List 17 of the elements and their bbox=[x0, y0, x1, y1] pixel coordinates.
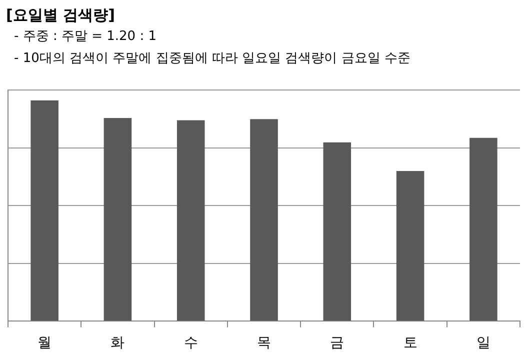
bar bbox=[323, 142, 352, 321]
x-tick-label: 토 bbox=[403, 335, 418, 352]
bar bbox=[470, 138, 498, 321]
bar bbox=[176, 120, 205, 321]
bar bbox=[250, 119, 278, 321]
x-tick-label: 월 bbox=[38, 335, 52, 352]
x-tick-label: 목 bbox=[257, 335, 271, 352]
chart-title: [요일별 검색량] bbox=[6, 5, 116, 26]
text: - 10대의 검색이 주말에 집중됨에 따라 일요일 검색량이 금요일 수준 bbox=[13, 50, 410, 68]
text: - 주중 : 주말 = 1.20 : 1 bbox=[13, 28, 158, 46]
bar bbox=[104, 118, 132, 321]
x-tick-label: 수 bbox=[184, 335, 198, 352]
x-tick-label: 화 bbox=[110, 335, 125, 352]
bar bbox=[396, 171, 424, 321]
bar bbox=[30, 100, 58, 321]
x-tick-label: 금 bbox=[330, 335, 344, 352]
x-tick-label: 일 bbox=[476, 335, 490, 352]
